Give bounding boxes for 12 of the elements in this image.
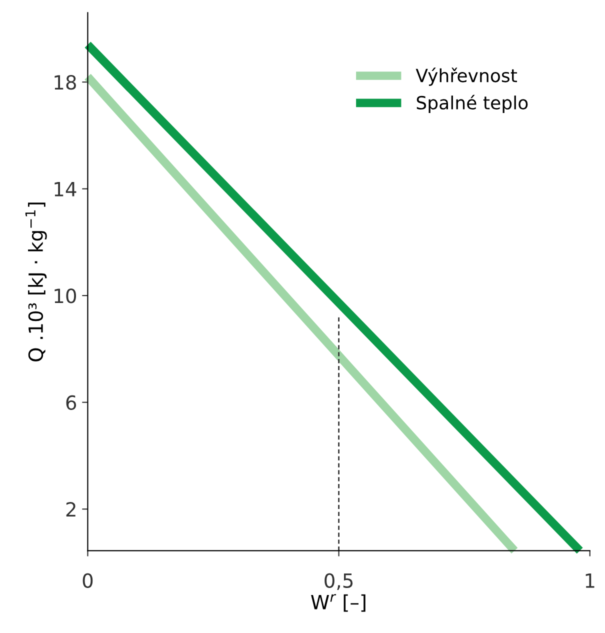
x-tick-label: 0 [82, 573, 93, 588]
legend-label: Výhřevnost [416, 68, 518, 86]
x-tick-label: 0,5 [324, 573, 353, 590]
y-tick-label: 2 [66, 502, 76, 516]
y-tick-label: 10 [54, 288, 76, 304]
x-tick-label: 1 [586, 574, 594, 588]
y-tick-label: 14 [54, 182, 76, 196]
x-axis-title: W$^{r}$ [–] [311, 594, 366, 612]
y-tick-label: 6 [66, 395, 76, 410]
legend-label: Spalné teplo [416, 94, 528, 114]
y-tick-label: 18 [54, 75, 76, 90]
y-axis-title: Q .10³ [kJ · kg$^{−1}$] [25, 202, 47, 362]
